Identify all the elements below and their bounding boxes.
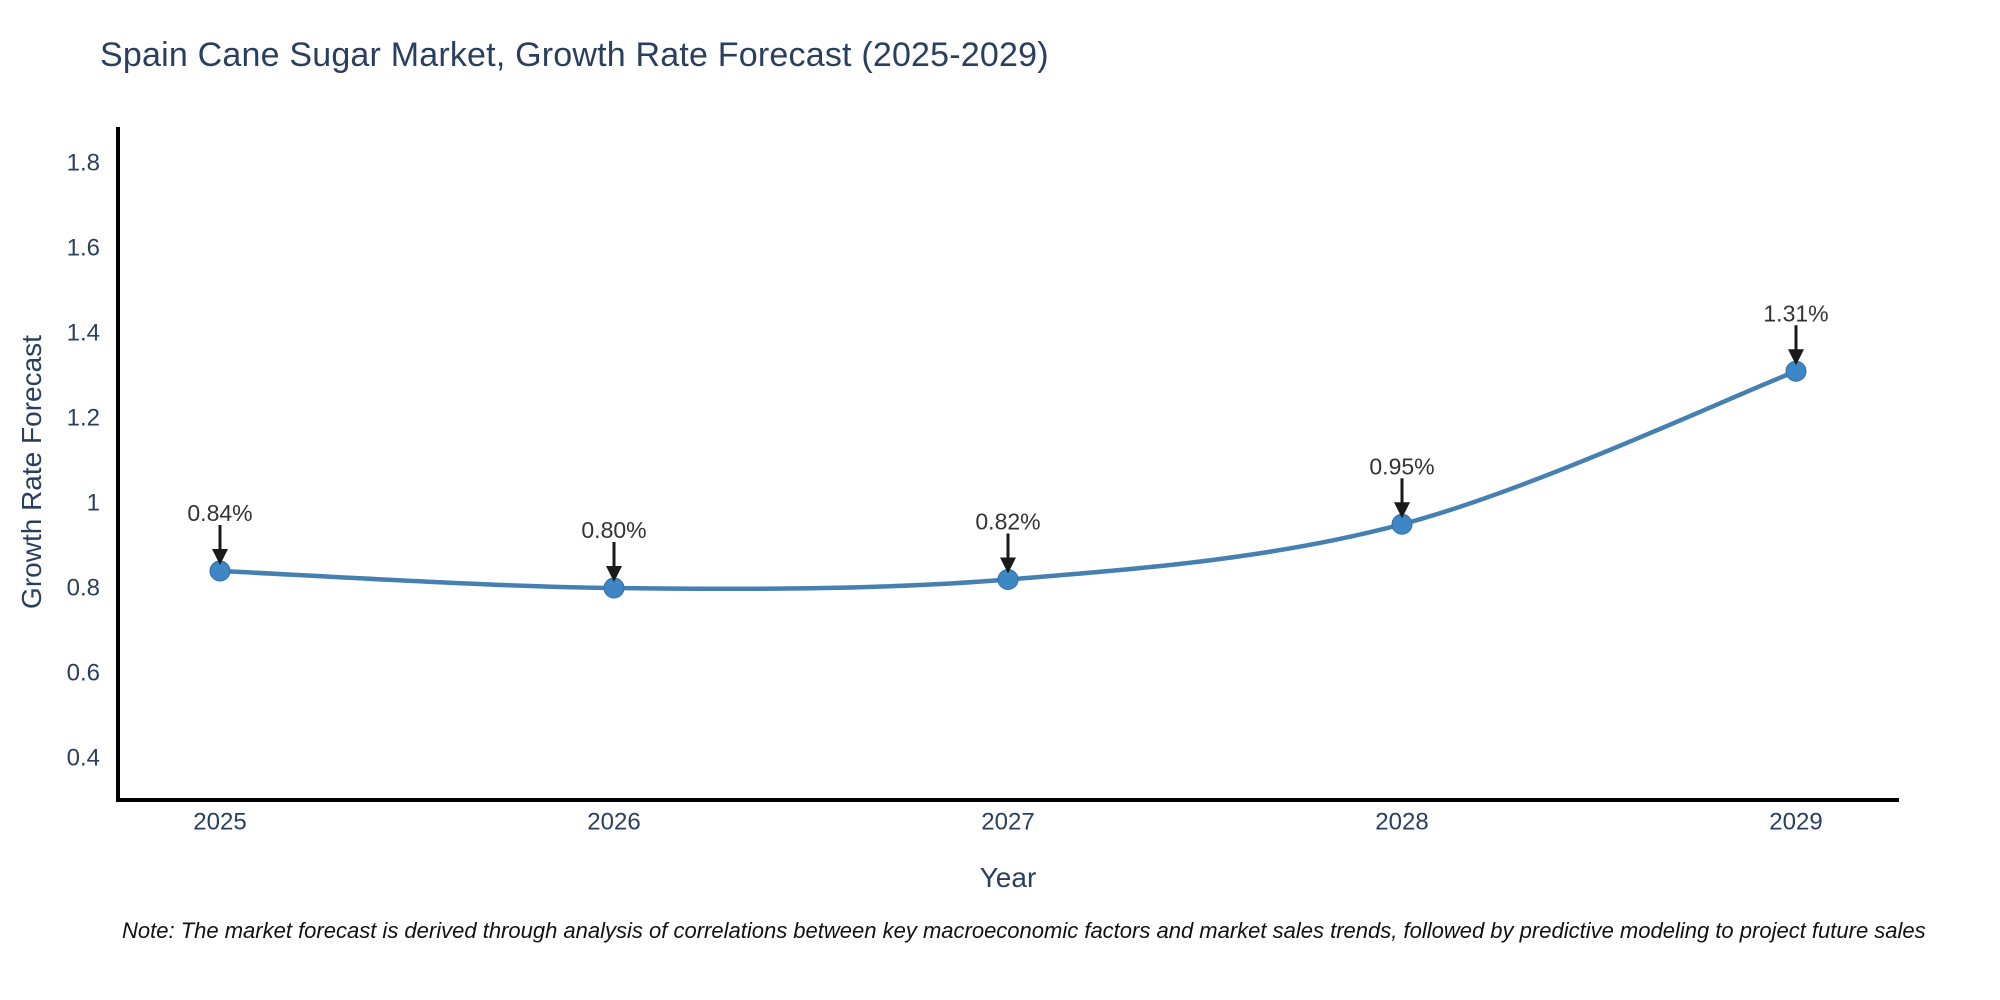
y-tick-label: 1.4: [67, 320, 100, 347]
x-tick-label: 2025: [193, 809, 246, 836]
y-tick-label: 1.2: [67, 405, 100, 432]
data-point-label: 1.31%: [1763, 300, 1828, 326]
data-point-label: 0.82%: [975, 509, 1040, 535]
annotation-arrowhead-icon: [1000, 557, 1016, 574]
x-axis-title: Year: [979, 862, 1037, 893]
x-tick-label: 2027: [981, 809, 1034, 836]
x-tick-label: 2029: [1769, 809, 1822, 836]
y-tick-label: 0.6: [67, 660, 100, 687]
y-tick-label: 0.4: [67, 745, 100, 772]
annotation-arrowhead-icon: [606, 566, 622, 582]
annotation-arrowhead-icon: [212, 549, 228, 565]
annotation-arrowhead-icon: [1394, 502, 1410, 519]
y-tick-label: 1.8: [67, 150, 100, 177]
y-tick-label: 1.6: [67, 235, 100, 262]
chart-title: Spain Cane Sugar Market, Growth Rate For…: [100, 36, 1049, 74]
data-point-label: 0.95%: [1369, 453, 1434, 479]
y-tick-label: 0.8: [67, 575, 100, 602]
annotation-arrowhead-icon: [1788, 349, 1804, 366]
footnote: Note: The market forecast is derived thr…: [122, 918, 1926, 943]
data-point-label: 0.84%: [187, 500, 252, 526]
data-point-label: 0.80%: [581, 517, 646, 543]
x-tick-label: 2028: [1375, 809, 1428, 836]
x-tick-label: 2026: [587, 809, 640, 836]
y-tick-label: 1: [87, 490, 100, 517]
